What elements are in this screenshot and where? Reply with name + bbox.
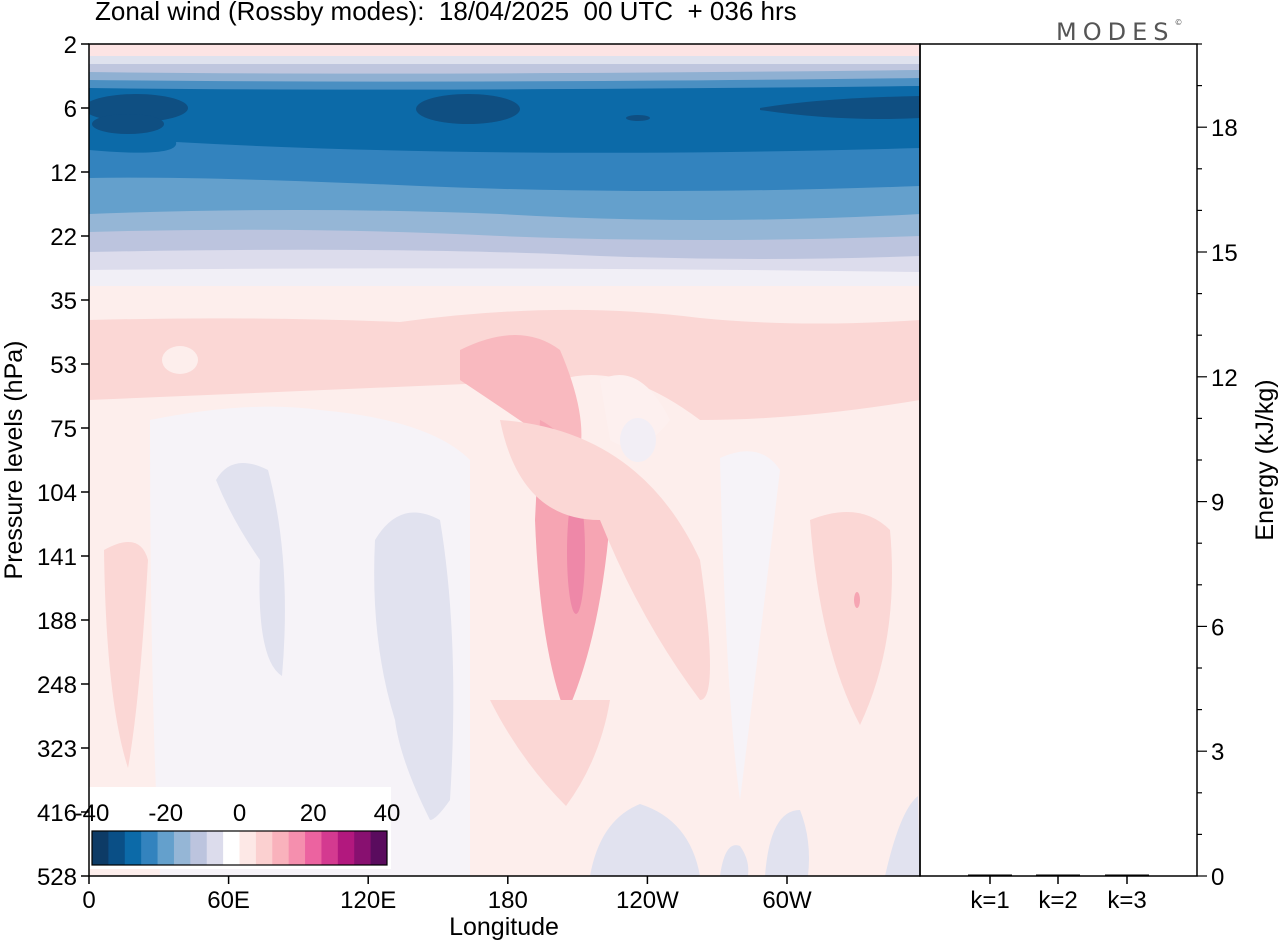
energy-tick-label: 6	[1211, 614, 1224, 641]
colorbar-swatch	[108, 831, 126, 865]
colorbar-swatch	[157, 831, 175, 865]
y-tick-label: 528	[37, 864, 77, 891]
x-tick-label: 60E	[207, 887, 250, 914]
y-tick-label: 248	[37, 672, 77, 699]
energy-category-label: k=1	[970, 887, 1009, 914]
y-tick-label: 22	[50, 224, 77, 251]
energy-tick-label: 15	[1211, 240, 1238, 267]
colorbar-swatch	[124, 831, 142, 865]
energy-bars: k=1 k=2 k=3	[968, 874, 1149, 914]
energy-axis-label: Energy (kJ/kg)	[1251, 379, 1279, 540]
energy-bar	[1036, 874, 1080, 876]
y-tick-label: 104	[37, 480, 77, 507]
logo-mark: ©	[1174, 18, 1183, 27]
colorbar-tick-label: 0	[233, 800, 246, 827]
energy-tick-label: 0	[1211, 864, 1224, 891]
y-tick-label: 35	[50, 288, 77, 315]
colorbar-swatch	[288, 831, 306, 865]
modes-logo: MODES©	[1056, 18, 1182, 46]
y-tick-label: 75	[50, 416, 77, 443]
y-tick-label: 416	[37, 800, 77, 827]
longitude-axis: 0 60E 120E 180 120W 60W	[82, 876, 812, 914]
energy-category-label: k=3	[1107, 887, 1146, 914]
energy-tick-label: 18	[1211, 115, 1238, 142]
colorbar-tick-label: -20	[148, 800, 183, 827]
energy-tick-label: 12	[1211, 365, 1238, 392]
colorbar-tick-label: 20	[300, 800, 327, 827]
x-tick-label: 120E	[340, 887, 396, 914]
colorbar-tick-label: 40	[374, 800, 401, 827]
energy-tick-label: 3	[1211, 739, 1224, 766]
y-tick-label: 188	[37, 608, 77, 635]
colorbar-swatch	[370, 831, 388, 865]
y-tick-label: 2	[64, 32, 77, 59]
y-axis-label: Pressure levels (hPa)	[0, 341, 28, 580]
colorbar-swatch	[354, 831, 372, 865]
y-tick-label: 6	[64, 96, 77, 123]
colorbar-swatch	[305, 831, 322, 865]
x-tick-label: 120W	[616, 887, 679, 914]
energy-axis: 0 3 6 9 12 15 18	[1197, 43, 1238, 891]
colorbar-swatch	[239, 831, 257, 865]
y-tick-label: 12	[50, 160, 77, 187]
colorbar-tick-label: -40	[75, 800, 110, 827]
x-tick-label: 0	[82, 887, 95, 914]
colorbar-swatch	[321, 831, 339, 865]
x-tick-label: 180	[488, 887, 528, 914]
colorbar-swatch	[190, 831, 208, 865]
chart-title: Zonal wind (Rossby modes): 18/04/2025 00…	[95, 0, 797, 26]
colorbar-swatch	[92, 831, 109, 865]
x-axis-label: Longitude	[449, 913, 559, 941]
colorbar-swatch	[223, 831, 240, 865]
energy-category-label: k=2	[1038, 887, 1077, 914]
colorbar-swatch	[141, 831, 159, 865]
heatmap-field	[89, 44, 920, 876]
colorbar-swatch	[206, 831, 224, 865]
x-tick-label: 60W	[762, 887, 812, 914]
y-tick-label: 53	[50, 352, 77, 379]
colorbar-swatch	[337, 831, 355, 865]
y-tick-label: 323	[37, 736, 77, 763]
colorbar: -40 -20 0 20 40	[75, 787, 401, 869]
colorbar-swatch	[255, 831, 273, 865]
pressure-axis: 2 6 12 22 35 53 75 104 141 188 248 323 416 528	[37, 32, 89, 891]
colorbar-swatch	[272, 831, 290, 865]
energy-panel-frame	[919, 43, 1198, 877]
colorbar-frame	[91, 830, 388, 866]
energy-tick-label: 9	[1211, 490, 1224, 517]
energy-bar	[1105, 874, 1149, 876]
logo-text: MODES	[1056, 18, 1175, 46]
y-tick-label: 141	[37, 544, 77, 571]
colorbar-swatch	[173, 831, 191, 865]
energy-bar	[968, 874, 1012, 876]
